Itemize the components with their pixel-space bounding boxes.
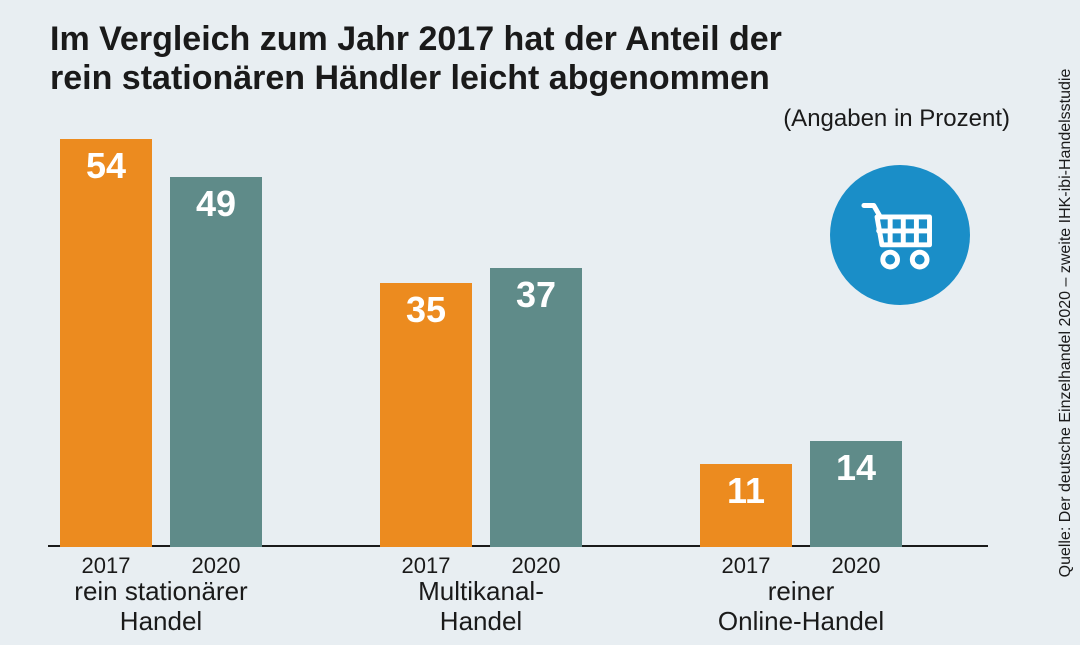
bar-value: 14	[810, 447, 902, 489]
shopping-cart-icon	[859, 194, 941, 276]
chart-canvas: Im Vergleich zum Jahr 2017 hat der Antei…	[0, 0, 1080, 645]
year-label: 2017	[60, 553, 152, 579]
chart-subtitle: (Angaben in Prozent)	[783, 105, 1010, 133]
bar-value: 35	[380, 289, 472, 331]
year-label: 2017	[380, 553, 472, 579]
source-text: Quelle: Der deutsche Einzelhandel 2020 –…	[1057, 68, 1075, 577]
year-label: 2017	[700, 553, 792, 579]
year-label: 2020	[170, 553, 262, 579]
group-label-line: rein stationärer	[74, 576, 247, 606]
bar: 35	[380, 283, 472, 547]
bar-value: 11	[700, 470, 792, 512]
bar-value: 54	[60, 145, 152, 187]
group-label-line: Multikanal-	[418, 576, 544, 606]
bar: 54	[60, 139, 152, 547]
title-line-1: Im Vergleich zum Jahr 2017 hat der Antei…	[50, 20, 782, 58]
bar-value: 49	[170, 183, 262, 225]
year-label: 2020	[490, 553, 582, 579]
group-label-line: Handel	[440, 606, 522, 636]
group-label: rein stationärerHandel	[31, 577, 291, 637]
cart-icon-circle	[830, 165, 970, 305]
bar: 49	[170, 177, 262, 547]
group-label-line: reiner	[768, 576, 834, 606]
group-label-line: Handel	[120, 606, 202, 636]
group-label: reinerOnline-Handel	[671, 577, 931, 637]
bar: 37	[490, 268, 582, 547]
group-label-line: Online-Handel	[718, 606, 884, 636]
bar: 11	[700, 464, 792, 547]
year-label: 2020	[810, 553, 902, 579]
group-label: Multikanal-Handel	[351, 577, 611, 637]
title-line-2: rein stationären Händler leicht abgenomm…	[50, 59, 770, 97]
chart-title: Im Vergleich zum Jahr 2017 hat der Antei…	[50, 20, 782, 98]
bar: 14	[810, 441, 902, 547]
bar-value: 37	[490, 274, 582, 316]
